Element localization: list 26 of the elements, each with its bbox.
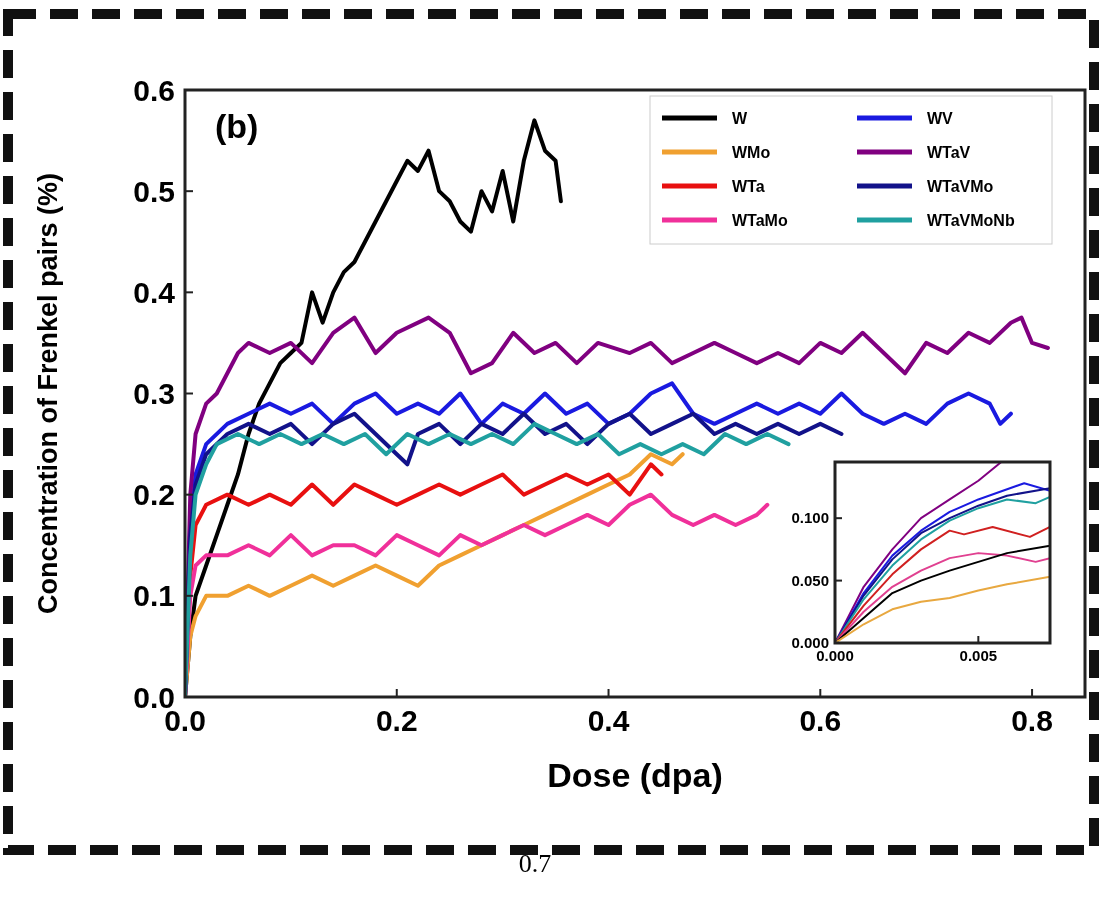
- legend-label: WTaVMoNb: [927, 211, 1015, 229]
- line-series: [835, 575, 1050, 643]
- text: 0.7: [518, 849, 552, 878]
- legend-label: WTa: [732, 177, 765, 195]
- legend-label: WTaMo: [732, 211, 788, 229]
- annotation: (b): [215, 107, 259, 145]
- y-axis-title: Concentration of Frenkel pairs (%): [33, 172, 63, 615]
- y-tick-label: 0.000: [791, 634, 829, 652]
- x-tick-label: 0.2: [375, 704, 418, 737]
- x-axis-title: Dose (dpa): [547, 756, 723, 794]
- legend-label: WMo: [732, 143, 771, 161]
- x-tick-label: 0.005: [959, 647, 998, 664]
- y-tick-label: 0.4: [133, 275, 176, 309]
- y-tick-label: 0.2: [133, 478, 175, 512]
- legend-label: WV: [927, 109, 954, 127]
- legend-label: WTaVMo: [927, 177, 994, 195]
- y-tick-label: 0.1: [133, 579, 175, 613]
- x-tick-label: 0.8: [1011, 704, 1053, 737]
- y-tick-label: 0.6: [133, 73, 175, 107]
- legend-label: WTaV: [927, 143, 971, 161]
- x-tick-label: 0.4: [587, 704, 630, 737]
- y-tick-label: 0.5: [133, 174, 175, 208]
- y-tick-label: 0.050: [791, 571, 829, 589]
- y-tick-label: 0.3: [133, 377, 175, 410]
- y-tick-label: 0.100: [791, 509, 829, 527]
- legend-label: W: [732, 109, 748, 127]
